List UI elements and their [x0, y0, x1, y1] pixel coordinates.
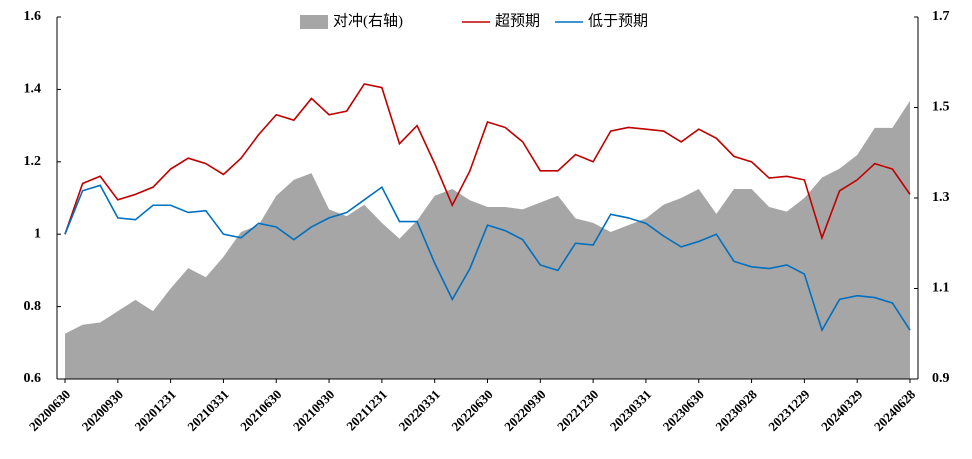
line [64, 83, 911, 241]
x-tick-label: 20220630 [448, 387, 495, 434]
x-tick-label: 20240329 [818, 386, 866, 434]
x-tick-label: 20210930 [290, 387, 337, 434]
y2-tick-label: 1.7 [932, 9, 950, 24]
y-tick-label: 1.2 [24, 154, 42, 169]
legend-label: 对冲(右轴) [333, 12, 403, 29]
legend-swatch [300, 15, 328, 29]
x-tick-label: 20210630 [237, 387, 284, 434]
y-tick-label: 0.8 [24, 299, 42, 314]
y2-tick-label: 1.5 [932, 100, 950, 115]
y-tick-label: 1.6 [24, 9, 42, 24]
line [64, 184, 911, 333]
x-tick-label: 20211231 [343, 387, 390, 434]
y2-tick-label: 0.9 [932, 371, 950, 386]
legend-label: 超预期 [495, 12, 540, 29]
x-tick-label: 20230630 [660, 387, 707, 434]
x-tick-label: 20201231 [131, 387, 178, 434]
y-tick-label: 0.6 [24, 371, 42, 386]
y2-tick-label: 1.3 [932, 190, 950, 205]
x-tick-label: 20230928 [712, 386, 760, 434]
legend-label: 低于预期 [588, 12, 648, 29]
x-tick-label: 20221230 [554, 387, 601, 434]
x-tick-label: 20200630 [26, 387, 73, 434]
y2-tick-label: 1.1 [932, 281, 950, 296]
x-tick-label: 20240628 [871, 386, 919, 434]
x-tick-label: 20220331 [396, 387, 443, 434]
x-tick-label: 20200930 [79, 387, 126, 434]
x-tick-label: 20231229 [765, 386, 813, 434]
area [65, 100, 910, 380]
x-tick-label: 20220930 [501, 387, 548, 434]
x-tick-label: 20210331 [184, 387, 231, 434]
y-tick-label: 1 [34, 226, 41, 241]
y-tick-label: 1.4 [24, 82, 42, 97]
x-tick-label: 20230331 [607, 387, 654, 434]
